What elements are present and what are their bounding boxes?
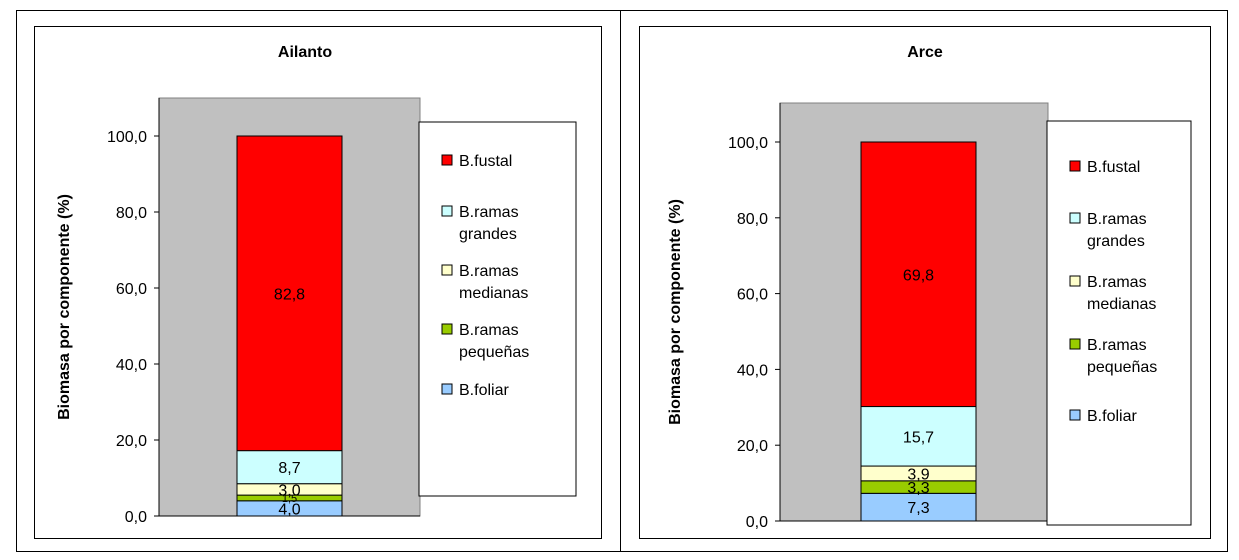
legend-swatch [1069,338,1081,350]
chart-ailanto: Ailanto 0,0 20,0 40,0 60,0 80,0 100,0 Biomasa p… [56,44,577,526]
legend-label: B.ramas [1087,274,1147,291]
y-tick-label: 40,0 [116,357,147,374]
legend-swatch [1069,409,1081,421]
legend-swatch [1069,212,1081,224]
data-label: 82,8 [274,286,305,303]
legend-label: B.ramas [459,322,519,339]
chart-panel-arce: Arce 0,0 20,0 40,0 60,0 80,0 100,0 Biomasa por … [639,26,1211,539]
legend-label: B.ramas [1087,337,1147,354]
y-tick-label: 20,0 [116,433,147,450]
figure-divider [620,10,621,552]
figure-frame [16,10,1228,552]
y-tick-label: 60,0 [116,281,147,298]
legend-label: B.ramas [1087,211,1147,228]
legend-label: B.fustal [1087,159,1140,176]
data-label: 1,5 [282,493,297,505]
legend-label: B.foliar [1087,408,1137,425]
legend-box [1046,120,1192,526]
data-label: 3,9 [907,466,929,483]
data-label: 69,8 [903,267,934,284]
legend-label: B.ramas [459,204,519,221]
y-axis-label: Biomasa por componente (%) [56,194,73,420]
bar-segment [236,450,343,485]
legend-label: pequeñas [1087,359,1157,376]
legend-box [418,121,577,497]
legend-swatch [1069,160,1081,172]
legend-swatch [1069,275,1081,287]
y-tick-label: 40,0 [737,362,768,379]
bar-segment [860,141,977,408]
data-label: 4,0 [278,501,300,518]
legend-label: grandes [1087,233,1145,250]
legend-label: B.ramas [459,263,519,280]
legend-swatch [441,383,453,395]
data-label: 3,3 [907,480,929,497]
bar-segment [236,135,343,452]
chart-title: Arce [907,44,943,61]
legend-swatch [441,154,453,166]
legend-label: B.fustal [459,153,512,170]
y-tick-label: 100,0 [107,129,147,146]
data-label: 8,7 [278,460,300,477]
bar-segment [860,492,977,522]
data-label: 3,0 [278,482,300,499]
y-tick-label: 80,0 [116,205,147,222]
legend-label: pequeñas [459,344,529,361]
y-tick-label: 0,0 [746,514,768,531]
legend-swatch [441,264,453,276]
y-tick-label: 100,0 [728,135,768,152]
legend-label: medianas [1087,296,1156,313]
legend-swatch [441,323,453,335]
legend-label: grandes [459,226,517,243]
y-tick-label: 60,0 [737,287,768,304]
chart-title: Ailanto [278,44,332,61]
legend-label: medianas [459,285,528,302]
data-label: 7,3 [907,500,929,517]
y-tick-label: 0,0 [125,509,147,526]
legend-label: B.foliar [459,382,509,399]
chart-arce: Arce 0,0 20,0 40,0 60,0 80,0 100,0 Biomasa por … [667,44,1192,531]
y-axis-label: Biomasa por componente (%) [667,199,684,425]
y-tick-label: 80,0 [737,211,768,228]
data-label: 15,7 [903,429,934,446]
y-tick-label: 20,0 [737,438,768,455]
chart-panel-ailanto: Ailanto 0,0 20,0 40,0 60,0 80,0 100,0 Biomasa p… [34,26,602,539]
legend-swatch [441,205,453,217]
